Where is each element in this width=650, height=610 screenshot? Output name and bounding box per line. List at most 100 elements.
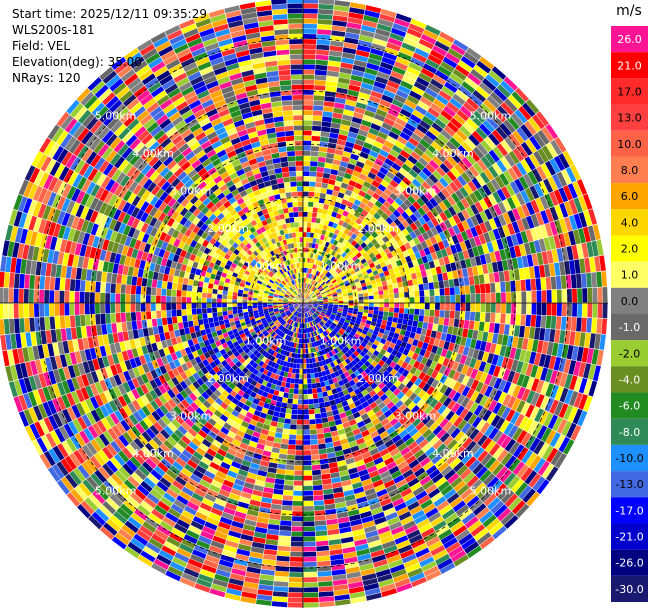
- velocity-gate: [319, 596, 335, 603]
- velocity-gate: [549, 370, 558, 384]
- velocity-gate: [414, 346, 422, 355]
- velocity-gate: [338, 77, 350, 85]
- velocity-gate: [516, 373, 525, 387]
- velocity-gate: [576, 273, 582, 289]
- velocity-gate: [303, 572, 318, 578]
- velocity-gate: [336, 314, 342, 318]
- velocity-gate: [357, 273, 363, 279]
- velocity-gate: [477, 450, 489, 463]
- velocity-gate: [348, 307, 354, 311]
- velocity-gate: [366, 268, 373, 274]
- velocity-gate: [323, 235, 329, 242]
- velocity-gate: [314, 505, 325, 511]
- velocity-gate: [314, 85, 326, 91]
- velocity-gate: [313, 313, 318, 318]
- velocity-gate: [303, 252, 306, 258]
- velocity-gate: [484, 208, 493, 220]
- velocity-gate: [380, 324, 387, 330]
- velocity-gate: [536, 111, 550, 127]
- velocity-gate: [303, 300, 308, 303]
- velocity-gate: [460, 336, 467, 346]
- velocity-gate: [351, 359, 358, 366]
- velocity-gate: [545, 208, 554, 223]
- velocity-gate: [358, 293, 364, 297]
- velocity-gate: [307, 300, 313, 302]
- velocity-gate: [515, 314, 521, 326]
- velocity-gate: [323, 106, 334, 113]
- velocity-gate: [445, 246, 453, 256]
- velocity-gate: [349, 208, 356, 215]
- velocity-gate: [523, 267, 530, 280]
- velocity-gate: [414, 408, 424, 418]
- velocity-gate: [363, 224, 371, 232]
- velocity-gate: [307, 278, 310, 284]
- velocity-gate: [352, 275, 359, 281]
- velocity-gate: [322, 325, 327, 331]
- velocity-gate: [348, 196, 356, 204]
- velocity-gate: [455, 335, 462, 345]
- velocity-gate: [394, 158, 405, 168]
- velocity-gate: [454, 148, 465, 160]
- velocity-gate: [586, 317, 592, 333]
- velocity-gate: [558, 233, 566, 248]
- velocity-gate: [333, 252, 339, 258]
- velocity-gate: [375, 28, 391, 37]
- velocity-gate: [564, 389, 574, 405]
- velocity-gate: [272, 591, 288, 597]
- velocity-gate: [469, 402, 479, 414]
- velocity-gate: [394, 18, 410, 28]
- velocity-gate: [395, 171, 405, 181]
- velocity-gate: [493, 483, 507, 497]
- velocity-gate: [373, 140, 384, 149]
- velocity-gate: [438, 201, 448, 212]
- velocity-gate: [322, 422, 330, 429]
- velocity-gate: [377, 196, 386, 205]
- velocity-gate: [399, 244, 407, 252]
- velocity-gate: [381, 385, 389, 394]
- velocity-gate: [337, 278, 343, 283]
- velocity-gate: [332, 15, 348, 22]
- velocity-gate: [512, 427, 523, 441]
- velocity-gate: [391, 396, 400, 405]
- velocity-gate: [313, 500, 325, 506]
- velocity-gate: [409, 297, 415, 303]
- velocity-gate: [492, 333, 499, 344]
- velocity-gate: [362, 252, 369, 259]
- velocity-gate: [466, 47, 482, 60]
- velocity-gate: [384, 158, 394, 167]
- velocity-gate: [321, 310, 327, 314]
- velocity-gate: [363, 142, 373, 150]
- velocity-gate: [325, 247, 331, 254]
- velocity-gate: [311, 308, 316, 312]
- velocity-gate: [520, 159, 532, 173]
- velocity-gate: [393, 122, 405, 132]
- velocity-gate: [395, 13, 412, 23]
- velocity-gate: [452, 270, 459, 279]
- velocity-gate: [414, 303, 420, 309]
- velocity-gate: [375, 278, 382, 284]
- velocity-gate: [354, 333, 360, 339]
- velocity-gate: [278, 535, 291, 542]
- velocity-gate: [463, 411, 474, 422]
- velocity-gate: [371, 317, 378, 323]
- velocity-gate: [426, 254, 434, 262]
- velocity-gate: [303, 18, 318, 24]
- velocity-gate: [331, 233, 338, 240]
- velocity-gate: [317, 24, 332, 30]
- velocity-gate: [416, 43, 432, 54]
- velocity-gate: [355, 161, 365, 169]
- velocity-gate: [504, 493, 518, 508]
- velocity-gate: [328, 205, 335, 212]
- velocity-gate: [328, 179, 336, 186]
- velocity-gate: [340, 182, 349, 189]
- velocity-gate: [389, 405, 398, 414]
- velocity-gate: [325, 406, 332, 412]
- velocity-gate: [434, 118, 447, 129]
- velocity-gate: [463, 276, 470, 286]
- velocity-gate: [303, 470, 312, 476]
- velocity-gate: [439, 374, 448, 384]
- velocity-gate: [338, 219, 345, 226]
- velocity-gate: [356, 261, 363, 267]
- velocity-gate: [428, 159, 439, 170]
- velocity-gate: [408, 285, 414, 292]
